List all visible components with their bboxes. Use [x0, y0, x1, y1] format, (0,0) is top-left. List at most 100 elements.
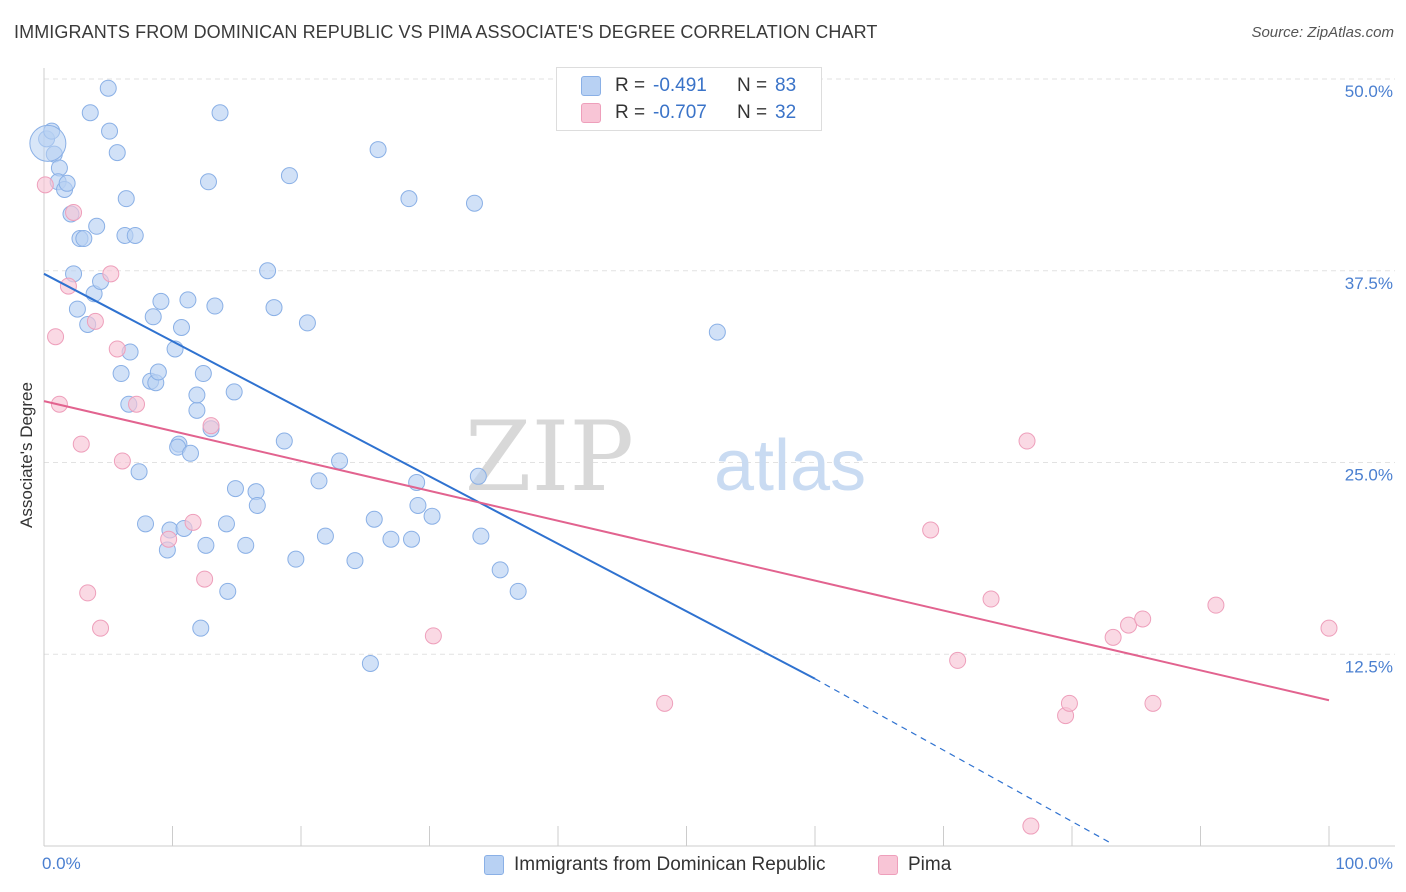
- blue-point: [192, 619, 210, 637]
- pink-point: [102, 265, 120, 283]
- pink-point: [1134, 610, 1152, 628]
- legend-row-blue: R = -0.491 N = 83: [581, 74, 796, 98]
- blue-point: [101, 122, 119, 140]
- legend-r-label: R =: [615, 102, 646, 123]
- blue-point: [280, 167, 298, 185]
- legend-swatch-pink: [581, 103, 601, 123]
- blue-point: [181, 444, 199, 462]
- pink-point: [949, 651, 967, 669]
- correlation-legend: R = -0.491 N = 83 R = -0.707 N = 32: [556, 67, 822, 131]
- x-tick-label-0: 0.0%: [42, 854, 81, 873]
- trend-lines: [43, 272, 1330, 844]
- blue-point: [68, 300, 86, 318]
- chart-title: IMMIGRANTS FROM DOMINICAN REPUBLIC VS PI…: [14, 22, 878, 42]
- series-pink-points: [36, 176, 1338, 835]
- bottom-legend-swatch-blue: [484, 855, 504, 875]
- legend-r-value: -0.491: [653, 75, 707, 96]
- blue-point: [509, 582, 527, 600]
- pink-point: [1120, 616, 1138, 634]
- blue-point: [346, 552, 364, 570]
- blue-point: [409, 496, 427, 514]
- blue-point: [206, 297, 224, 315]
- legend-r-value: -0.707: [653, 102, 707, 123]
- pink-point: [1104, 628, 1122, 646]
- y-tick-label-1: 25.0%: [1345, 466, 1393, 485]
- y-tick-label-0: 12.5%: [1345, 657, 1393, 676]
- blue-point: [491, 561, 509, 579]
- y-tick-label-2: 37.5%: [1345, 274, 1393, 293]
- blue-point: [472, 527, 490, 545]
- blue-point: [225, 383, 243, 401]
- blue-trend-line: [43, 272, 816, 680]
- pink-point: [1207, 596, 1225, 614]
- blue-point: [126, 226, 144, 244]
- blue-trend-line-extension: [814, 678, 1111, 844]
- blue-point: [365, 510, 383, 528]
- pink-point: [424, 627, 442, 645]
- blue-point: [469, 467, 487, 485]
- bottom-legend-blue: Immigrants from Dominican Republic: [484, 852, 826, 878]
- blue-point: [287, 550, 305, 568]
- blue-point: [237, 536, 255, 554]
- pink-point: [656, 694, 674, 712]
- pink-point: [65, 203, 83, 221]
- pink-trend-line: [43, 400, 1330, 702]
- blue-point: [112, 365, 130, 383]
- pink-point: [1022, 817, 1040, 835]
- legend-r-label: R =: [615, 75, 646, 96]
- legend-row-pink: R = -0.707 N = 32: [581, 101, 796, 125]
- watermark-atlas: atlas: [714, 426, 866, 506]
- tick-labels: 12.5% 25.0% 37.5% 50.0% 0.0% 100.0%: [42, 82, 1393, 873]
- blue-point: [423, 507, 441, 525]
- blue-point: [382, 530, 400, 548]
- blue-point: [179, 291, 197, 309]
- blue-point: [144, 308, 162, 326]
- y-tick-label-3: 50.0%: [1345, 82, 1393, 101]
- pink-point: [47, 328, 65, 346]
- blue-point: [211, 104, 229, 122]
- pink-point: [72, 435, 90, 453]
- blue-point: [310, 472, 328, 490]
- pink-point: [184, 513, 202, 531]
- blue-point: [316, 527, 334, 545]
- pink-point: [79, 584, 97, 602]
- grid-lines: [44, 78, 1395, 655]
- legend-n-value: 83: [775, 75, 797, 96]
- pink-point: [1320, 619, 1338, 637]
- blue-point: [708, 323, 726, 341]
- pink-point: [36, 176, 54, 194]
- pink-point: [86, 312, 104, 330]
- blue-point: [226, 480, 244, 498]
- pink-point: [160, 530, 178, 548]
- bottom-legend-label-pink: Pima: [908, 854, 952, 875]
- blue-point-cluster: [29, 124, 67, 162]
- blue-point: [137, 515, 155, 533]
- blue-point: [403, 530, 421, 548]
- blue-point: [465, 194, 483, 212]
- source-label: Source: ZipAtlas.com: [1251, 24, 1394, 41]
- pink-point: [202, 417, 220, 435]
- blue-point: [130, 463, 148, 481]
- blue-point: [265, 299, 283, 317]
- pink-point: [922, 521, 940, 539]
- blue-point: [199, 173, 217, 191]
- blue-point: [188, 386, 206, 404]
- blue-point: [298, 314, 316, 332]
- blue-point: [369, 141, 387, 159]
- blue-point: [400, 190, 418, 208]
- blue-point: [259, 262, 277, 280]
- blue-point: [197, 536, 215, 554]
- blue-point: [117, 190, 135, 208]
- blue-point: [81, 104, 99, 122]
- blue-point: [149, 363, 167, 381]
- pink-point: [128, 395, 146, 413]
- blue-point: [331, 452, 349, 470]
- pink-point: [1144, 694, 1162, 712]
- blue-point: [88, 217, 106, 235]
- legend-n-value: 32: [775, 102, 797, 123]
- blue-point: [219, 582, 237, 600]
- bottom-legend-swatch-pink: [878, 855, 898, 875]
- watermark: ZIP atlas: [465, 401, 866, 513]
- series-blue-points: [29, 79, 726, 672]
